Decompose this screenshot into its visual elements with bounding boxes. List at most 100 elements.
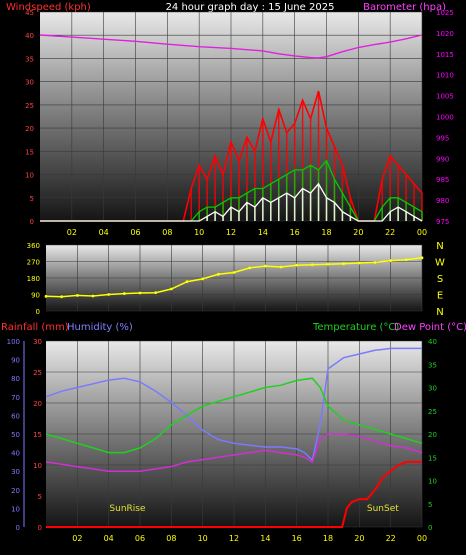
temperature-tick-label: 40: [428, 338, 437, 346]
direction-point: [75, 294, 79, 297]
temperature-tick-label: 20: [428, 431, 437, 439]
series-line-low: [40, 182, 423, 222]
windspeed-tick-label: 30: [25, 79, 34, 87]
direction-point: [107, 293, 111, 296]
barometer-tick-label: 995: [436, 134, 449, 142]
direction-point: [248, 266, 252, 270]
time-tick-label: 08: [166, 534, 176, 543]
series-line-avg: [40, 159, 423, 222]
barometer-tick-label: 975: [436, 218, 449, 226]
direction-point: [91, 294, 95, 298]
rain-tick-label: 20: [33, 400, 42, 408]
compass-label: N: [436, 307, 443, 318]
time-tick-label: 14: [258, 228, 268, 237]
time-tick-label: 16: [290, 228, 300, 237]
direction-point: [44, 294, 48, 298]
time-tick-label: 20: [354, 534, 364, 543]
humidity-tick-label: 10: [11, 505, 20, 513]
time-tick-label: 00: [417, 228, 427, 237]
time-tick-label: 12: [226, 228, 236, 237]
direction-tick-label: 180: [27, 275, 40, 283]
temperature-axis-ticks: 0102030405060708090100051015202530051015…: [7, 338, 437, 543]
compass-label: E: [437, 291, 443, 302]
series-line-rain: [46, 460, 422, 528]
series-line-barometer: [39, 34, 423, 59]
direction-point: [185, 280, 189, 284]
time-tick-label: 02: [67, 228, 77, 237]
rain-tick-label: 10: [33, 462, 42, 470]
series-line-dewpoint: [45, 433, 423, 472]
direction-point: [60, 295, 64, 299]
barometer-axis-title: Barometer (hpa): [363, 2, 446, 13]
rainfall-axis-title: Rainfall (mm): [1, 322, 69, 333]
direction-point: [404, 258, 408, 262]
time-tick-label: 04: [99, 228, 109, 237]
time-tick-label: 06: [130, 228, 140, 237]
windspeed-axis-title: Windspeed (kph): [6, 2, 91, 13]
rain-tick-label: 5: [38, 493, 42, 501]
direction-series: [44, 256, 424, 299]
barometer-tick-label: 980: [436, 197, 449, 205]
direction-point: [138, 291, 142, 295]
compass-label: W: [435, 258, 445, 269]
direction-point: [342, 262, 346, 266]
humidity-tick-label: 30: [11, 468, 20, 476]
rain-tick-label: 25: [33, 369, 42, 377]
temperature-tick-label: 35: [428, 361, 437, 369]
humidity-tick-label: 90: [11, 357, 20, 365]
rain-tick-label: 30: [33, 338, 42, 346]
temperature-axis-title: Temperature (°C): [312, 322, 399, 333]
direction-tick-label: 360: [27, 242, 40, 250]
direction-point: [420, 256, 424, 260]
barometer-tick-label: 1020: [436, 30, 454, 38]
direction-point: [263, 264, 267, 268]
temperature-tick-label: 30: [428, 385, 437, 393]
temperature-panel: SunRise SunSet 01020304050607080901000510…: [7, 338, 437, 543]
windspeed-tick-label: 5: [30, 195, 34, 203]
temperature-series: SunRise SunSet: [45, 347, 423, 528]
direction-point: [373, 261, 377, 264]
temperature-tick-label: 10: [428, 478, 437, 486]
temperature-tick-label: 25: [428, 408, 437, 416]
humidity-axis-title: Humidity (%): [67, 322, 133, 333]
windspeed-tick-label: 35: [25, 55, 34, 63]
time-tick-label: 14: [260, 534, 270, 543]
dewpoint-axis-title: Dew Point (°C): [394, 322, 466, 333]
wind-barometer-panel: 0510152025303540459759809859909951000100…: [25, 9, 454, 237]
humidity-tick-label: 60: [11, 412, 20, 420]
direction-point: [232, 271, 236, 274]
time-tick-label: 10: [198, 534, 208, 543]
humidity-tick-label: 70: [11, 394, 20, 402]
windspeed-tick-label: 40: [25, 32, 34, 40]
humidity-tick-label: 40: [11, 450, 20, 458]
compass-label: N: [436, 241, 443, 252]
barometer-tick-label: 1025: [436, 9, 454, 17]
windspeed-tick-label: 15: [25, 148, 34, 156]
direction-point: [216, 272, 220, 276]
barometer-tick-label: 1005: [436, 93, 454, 101]
windspeed-tick-label: 0: [30, 218, 34, 226]
direction-point: [122, 292, 126, 295]
barometer-tick-label: 1010: [436, 72, 454, 80]
time-tick-label: 18: [321, 228, 331, 237]
barometer-tick-label: 990: [436, 155, 449, 163]
direction-point: [154, 291, 158, 295]
direction-point: [310, 263, 314, 267]
direction-point: [279, 265, 283, 269]
temperature-tick-label: 15: [428, 454, 437, 462]
wind-axis-ticks: 0510152025303540459759809859909951000100…: [25, 9, 454, 237]
time-tick-label: 06: [135, 534, 145, 543]
humidity-tick-label: 80: [11, 375, 20, 383]
graph-title: 24 hour graph day : 15 June 2025: [166, 2, 335, 13]
direction-point: [295, 263, 299, 267]
temperature-tick-label: 5: [428, 501, 432, 509]
direction-tick-label: 270: [27, 259, 40, 267]
compass-label: S: [437, 274, 443, 285]
time-tick-label: 16: [292, 534, 302, 543]
rain-tick-label: 0: [38, 524, 42, 532]
time-tick-label: 20: [353, 228, 363, 237]
humidity-tick-label: 20: [11, 487, 20, 495]
wind-grid: [40, 11, 423, 222]
sun-annotation: SunRise: [109, 504, 146, 514]
